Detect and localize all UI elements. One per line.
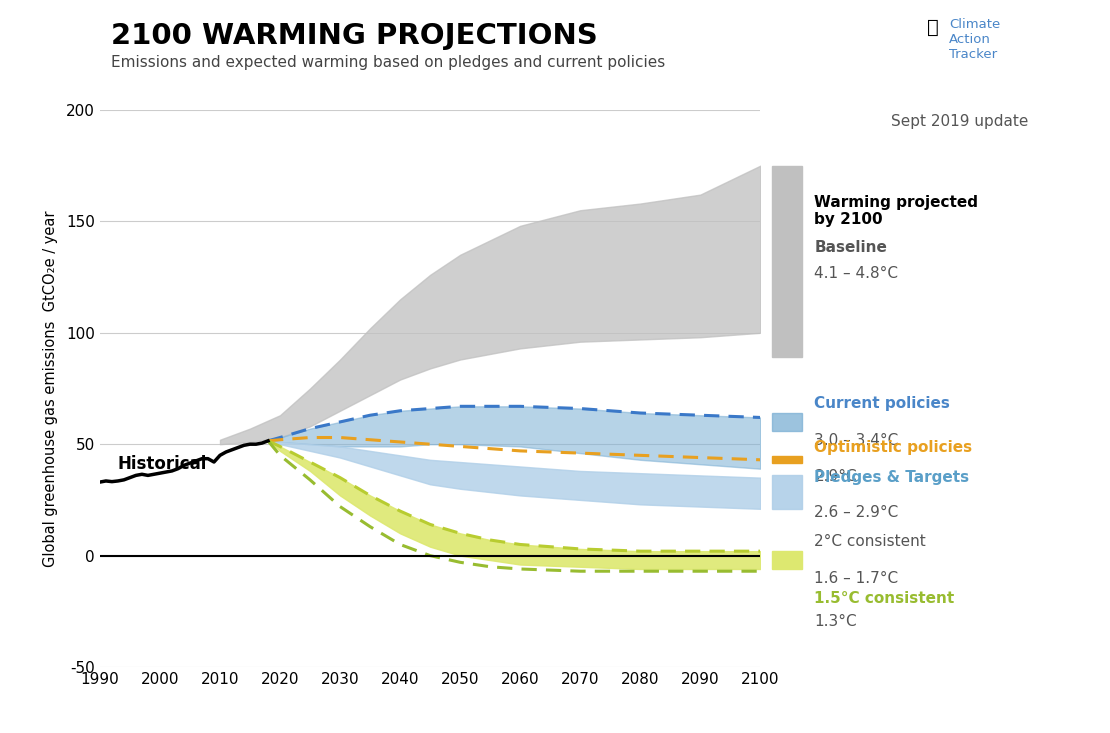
Bar: [773, 413, 803, 431]
Text: Current policies: Current policies: [815, 396, 950, 410]
Bar: [773, 457, 803, 463]
Text: 2.9°C: 2.9°C: [815, 468, 857, 484]
Text: 2100 WARMING PROJECTIONS: 2100 WARMING PROJECTIONS: [111, 22, 598, 50]
Text: Optimistic policies: Optimistic policies: [815, 441, 972, 455]
Text: Warming projected
by 2100: Warming projected by 2100: [815, 195, 978, 227]
Text: 2.6 – 2.9°C: 2.6 – 2.9°C: [815, 506, 899, 520]
Text: 1.5°C consistent: 1.5°C consistent: [815, 592, 955, 606]
Text: 2°C consistent: 2°C consistent: [815, 534, 926, 549]
Bar: [773, 551, 803, 569]
Bar: [773, 166, 803, 357]
Text: 4.1 – 4.8°C: 4.1 – 4.8°C: [815, 266, 898, 281]
Text: 1.6 – 1.7°C: 1.6 – 1.7°C: [815, 571, 898, 586]
Text: Climate
Action
Tracker: Climate Action Tracker: [949, 18, 1000, 62]
Y-axis label: Global greenhouse gas emissions  GtCO₂e / year: Global greenhouse gas emissions GtCO₂e /…: [43, 210, 58, 567]
Bar: [773, 476, 803, 509]
Text: 1.3°C: 1.3°C: [815, 614, 857, 629]
Text: Pledges & Targets: Pledges & Targets: [815, 471, 969, 485]
Text: Baseline: Baseline: [815, 240, 887, 255]
Text: Historical: Historical: [118, 454, 208, 473]
Text: Emissions and expected warming based on pledges and current policies: Emissions and expected warming based on …: [111, 55, 665, 70]
Text: Sept 2019 update: Sept 2019 update: [891, 114, 1029, 128]
Text: 3.0 – 3.4°C: 3.0 – 3.4°C: [815, 433, 899, 448]
Text: 🌡: 🌡: [927, 18, 939, 37]
